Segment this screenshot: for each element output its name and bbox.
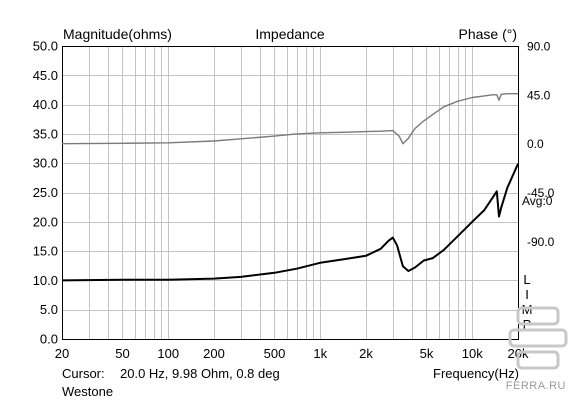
x-tick-label: 5k (420, 346, 434, 361)
watermark-text: FERRA.RU (505, 380, 566, 392)
avg-label: Avg:0 (522, 194, 553, 208)
y-tick-label: 50.0 (33, 39, 58, 54)
chart-title: Impedance (255, 26, 324, 42)
right-axis-title: Phase (°) (458, 26, 517, 42)
ferra-logo: FERRA.RU (504, 304, 572, 394)
plot-frame (62, 46, 519, 340)
y2-tick-label: -45.0 (527, 186, 555, 200)
magnitude-series-line (61, 163, 519, 282)
x-tick-label: 10k (462, 346, 483, 361)
y-tick-label: 5.0 (40, 302, 58, 317)
y-tick-label: 35.0 (33, 126, 58, 141)
y2-tick-label: 45.0 (527, 88, 551, 102)
y-tick-label: 45.0 (33, 68, 58, 83)
x-tick-label: 100 (157, 346, 179, 361)
y2-tick-label: -90.0 (527, 235, 555, 249)
x-tick-label: 50 (115, 346, 129, 361)
device-name: Westone (62, 384, 113, 399)
y-tick-label: 40.0 (33, 97, 58, 112)
left-axis-title: Magnitude(ohms) (63, 26, 172, 42)
cursor-value: 20.0 Hz, 9.98 Ohm, 0.8 deg (120, 366, 280, 381)
y2-tick-label: 90.0 (527, 40, 551, 54)
x-axis-label: Frequency(Hz) (433, 366, 519, 381)
x-tick-label: 20 (55, 346, 69, 361)
cursor-label: Cursor: (62, 366, 105, 381)
x-tick-label: 500 (264, 346, 286, 361)
x-tick-label: 2k (359, 346, 373, 361)
x-tick-label: 200 (203, 346, 225, 361)
y-tick-label: 30.0 (33, 156, 58, 171)
y-tick-label: 0.0 (40, 332, 58, 347)
x-tick-label: 1k (313, 346, 327, 361)
phase-series-line (61, 92, 518, 145)
y-tick-label: 25.0 (33, 185, 58, 200)
limp-letter: I (525, 287, 529, 302)
limp-letter: L (523, 272, 530, 287)
y2-tick-label: 0.0 (527, 137, 544, 151)
y-tick-label: 10.0 (33, 273, 58, 288)
y-tick-label: 20.0 (33, 214, 58, 229)
y-tick-label: 15.0 (33, 244, 58, 259)
